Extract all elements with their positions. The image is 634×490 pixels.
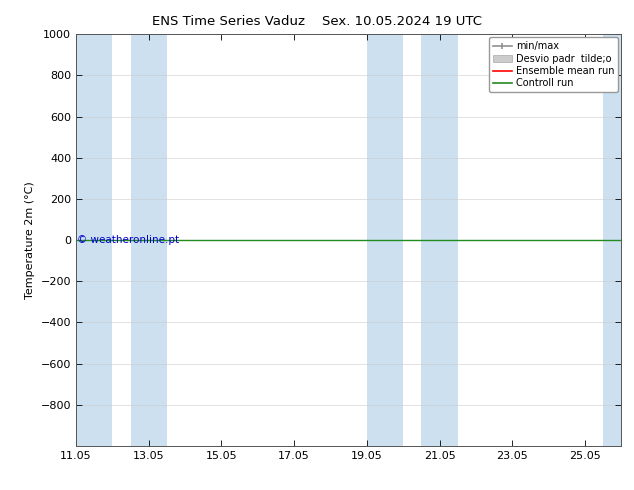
Bar xyxy=(131,34,167,446)
Bar xyxy=(367,34,403,446)
Text: © weatheronline.pt: © weatheronline.pt xyxy=(77,235,179,245)
Bar xyxy=(422,34,458,446)
Text: ENS Time Series Vaduz    Sex. 10.05.2024 19 UTC: ENS Time Series Vaduz Sex. 10.05.2024 19… xyxy=(152,15,482,28)
Bar xyxy=(76,34,112,446)
Y-axis label: Temperature 2m (°C): Temperature 2m (°C) xyxy=(25,181,35,299)
Bar xyxy=(603,34,621,446)
Legend: min/max, Desvio padr  tilde;o, Ensemble mean run, Controll run: min/max, Desvio padr tilde;o, Ensemble m… xyxy=(489,37,618,92)
